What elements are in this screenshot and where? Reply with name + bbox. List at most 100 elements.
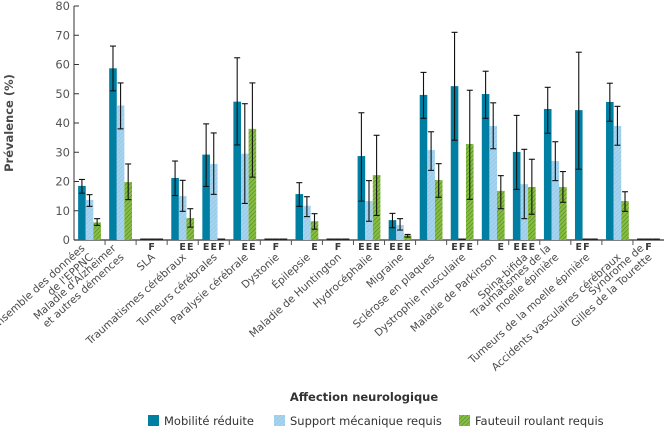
y-tick-label: 30 <box>55 145 70 159</box>
x-tick-label: SLA <box>135 251 158 274</box>
quality-flag: F <box>218 242 225 253</box>
legend-swatch-3 <box>459 415 470 426</box>
quality-flag: E <box>249 242 256 253</box>
bar-mobilite-reduite <box>481 94 490 240</box>
bar-fauteuil-roulant <box>124 182 132 240</box>
bar-support-mecanique-suppressed <box>334 238 342 240</box>
bar-mobilite-reduite <box>171 177 179 240</box>
quality-flag: E <box>467 242 474 253</box>
legend-swatch-1 <box>148 415 159 426</box>
bar-fauteuil-roulant-suppressed <box>155 238 164 240</box>
bar-mobilite-reduite <box>419 94 428 240</box>
bar-mobilite-reduite <box>543 108 552 241</box>
y-tick-label: 0 <box>63 233 70 247</box>
legend-label-2: Support mécanique requis <box>290 414 442 428</box>
bar-fauteuil-roulant-suppressed <box>279 238 288 240</box>
quality-flag: F <box>335 242 342 253</box>
quality-flag: E <box>451 242 458 253</box>
y-tick-label: 20 <box>55 175 70 189</box>
quality-flag: F <box>459 242 466 253</box>
bar-support-mecanique <box>178 196 187 240</box>
y-tick-label: 50 <box>55 87 70 101</box>
quality-flag: E <box>529 242 536 253</box>
bar-support-mecanique <box>209 163 218 240</box>
quality-flag: E <box>404 242 411 253</box>
bar-support-mecanique <box>489 125 498 240</box>
bar-mobilite-reduite <box>574 110 583 240</box>
x-tick-label: Syndrome deGilles de la Tourette <box>561 242 655 330</box>
bar-mobilite-reduite-suppressed <box>326 238 335 240</box>
bar-support-mecanique <box>303 205 311 240</box>
bar-mobilite-reduite <box>295 194 304 240</box>
y-axis-title: Prévalence (%) <box>2 74 16 172</box>
bar-mobilite-reduite <box>606 101 614 240</box>
bar-fauteuil-roulant <box>434 180 443 240</box>
bar-support-mecanique-suppressed <box>458 238 466 240</box>
bar-mobilite-reduite <box>388 220 397 240</box>
quality-flag: F <box>273 242 280 253</box>
quality-flag: F <box>583 242 590 253</box>
bar-mobilite-reduite <box>78 185 86 240</box>
bar-support-mecanique-suppressed <box>644 238 653 240</box>
legend-swatch-2 <box>274 415 285 426</box>
y-tick-label: 80 <box>55 0 70 13</box>
bar-fauteuil-roulant <box>621 201 629 240</box>
bar-fauteuil-roulant <box>497 190 505 240</box>
bar-support-mecanique-suppressed <box>582 238 591 240</box>
quality-flag: E <box>311 242 318 253</box>
bar-mobilite-reduite-suppressed <box>264 238 273 240</box>
bar-fauteuil-roulant <box>186 218 195 240</box>
bar-fauteuil-roulant <box>93 222 101 240</box>
quality-flag: E <box>498 242 505 253</box>
bar-support-mecanique <box>85 199 94 240</box>
bar-mobilite-reduite <box>233 101 241 241</box>
legend-label-3: Fauteuil roulant requis <box>475 414 604 428</box>
bar-mobilite-reduite <box>450 86 459 241</box>
quality-flag: E <box>358 242 365 253</box>
legend-label-1: Mobilité réduite <box>164 414 254 428</box>
quality-flag: E <box>389 242 396 253</box>
x-tick-label-line: SLA <box>135 251 158 274</box>
y-tick-label: 70 <box>55 28 70 42</box>
bar-mobilite-reduite-suppressed <box>140 238 148 240</box>
bar-support-mecanique-suppressed <box>272 238 280 240</box>
quality-flag: E <box>397 242 404 253</box>
quality-flag: E <box>576 242 583 253</box>
bar-support-mecanique-suppressed <box>147 238 156 240</box>
y-tick-label: 10 <box>55 204 70 218</box>
quality-flag: F <box>148 242 155 253</box>
bar-fauteuil-roulant-suppressed <box>341 238 350 240</box>
quality-flag: E <box>179 242 186 253</box>
x-axis-title: Affection neurologique <box>290 390 439 404</box>
quality-flag: E <box>521 242 528 253</box>
bar-support-mecanique <box>551 161 560 240</box>
bar-fauteuil-roulant-suppressed <box>590 238 598 240</box>
bar-support-mecanique <box>396 225 404 240</box>
quality-flag: E <box>203 242 210 253</box>
legend: Mobilité réduite Support mécanique requis… <box>148 414 604 428</box>
quality-flag: E <box>242 242 249 253</box>
bar-support-mecanique <box>116 105 125 240</box>
bar-fauteuil-roulant-suppressed <box>652 238 660 240</box>
bar-mobilite-reduite <box>109 68 117 241</box>
quality-flag: E <box>187 242 194 253</box>
bar-fauteuil-roulant-suppressed <box>217 238 226 240</box>
quality-flag: E <box>210 242 217 253</box>
bar-mobilite-reduite <box>512 151 521 240</box>
bar-fauteuil-roulant <box>403 235 412 240</box>
bar-fauteuil-roulant <box>248 128 257 240</box>
quality-flag: F <box>645 242 652 253</box>
bar-fauteuil-roulant <box>310 221 319 240</box>
bar-support-mecanique <box>613 125 622 240</box>
quality-flag: E <box>513 242 520 253</box>
quality-flag: E <box>366 242 373 253</box>
bar-mobilite-reduite-suppressed <box>637 238 645 240</box>
quality-flag: E <box>373 242 380 253</box>
bar-mobilite-reduite <box>202 154 210 240</box>
bar-fauteuil-roulant <box>559 187 567 240</box>
y-tick-label: 40 <box>55 116 70 130</box>
x-tick-label-line: Traumatismes de la <box>468 242 553 320</box>
